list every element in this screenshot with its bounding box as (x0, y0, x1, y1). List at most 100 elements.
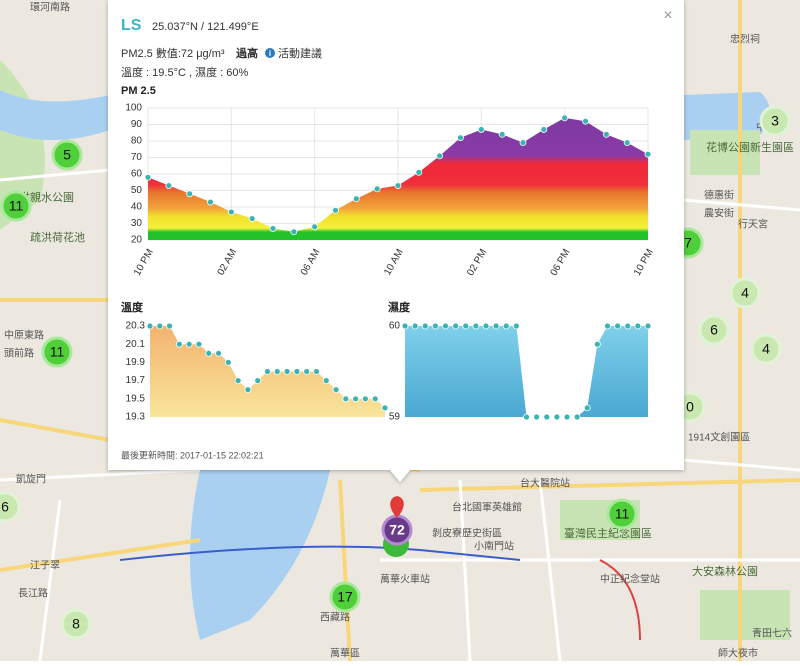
cluster-count: 17 (337, 589, 353, 605)
streets (0, 168, 800, 662)
cluster[interactable] (41, 336, 73, 368)
data-point (248, 215, 256, 222)
cluster[interactable] (729, 277, 761, 309)
map-label: 台大醫院站 (520, 477, 570, 490)
map-label: 頭前路 (4, 347, 34, 360)
data-point (234, 377, 242, 385)
data-point (371, 395, 379, 403)
y-tick-label: 80 (131, 136, 143, 147)
data-point (381, 404, 389, 412)
map-label: 忠烈祠 (730, 33, 760, 46)
data-point (512, 322, 520, 330)
map-label: 小南門站 (474, 540, 514, 553)
cluster[interactable] (51, 139, 83, 171)
data-point (332, 206, 339, 214)
cluster-count: 6 (710, 322, 718, 338)
map-label: 臺灣民主紀念園區 (564, 526, 652, 540)
cluster-count: 4 (741, 285, 749, 301)
cluster-count: 11 (50, 344, 65, 360)
data-point (431, 322, 439, 330)
data-point (215, 349, 222, 357)
y-tick-label: 19.5 (126, 393, 146, 404)
map-label: 台北國軍英雄館 (452, 501, 522, 514)
data-point (332, 386, 340, 394)
data-point (373, 185, 381, 193)
data-point (604, 322, 611, 330)
data-point (561, 114, 569, 122)
cluster[interactable] (0, 190, 32, 222)
data-point (227, 208, 235, 216)
data-point (244, 386, 252, 394)
map-label: 師大夜市 (718, 647, 758, 660)
data-point (543, 413, 551, 421)
cluster[interactable] (0, 491, 21, 523)
data-point (540, 126, 548, 133)
map-label: 江子翠 (30, 560, 60, 572)
area (405, 326, 648, 417)
map-label: 行天宮 (738, 218, 768, 231)
data-point (452, 322, 460, 330)
data-point (362, 395, 369, 403)
map-label: 1914文創園區 (688, 431, 750, 444)
cluster-count: 8 (72, 616, 80, 632)
data-point (185, 340, 193, 348)
y-tick-label: 19.9 (126, 357, 146, 368)
y-tick-label: 30 (131, 218, 143, 229)
y-tick-label: 19.7 (126, 375, 146, 386)
data-point (421, 322, 429, 330)
map-label: 長江路 (18, 587, 48, 600)
data-point (593, 340, 601, 348)
map-label: 環河南路 (30, 1, 70, 14)
data-point (146, 322, 154, 330)
data-point (394, 182, 402, 189)
data-point (482, 322, 490, 330)
river (190, 470, 330, 640)
y-tick-label: 100 (125, 103, 142, 114)
data-point (311, 223, 319, 231)
data-point (273, 368, 281, 375)
cluster-count: 5 (63, 147, 71, 163)
close-button[interactable]: × (663, 7, 672, 24)
data-point (165, 182, 173, 189)
data-point (624, 322, 632, 330)
advice-link[interactable]: 活動建議 (278, 46, 322, 60)
data-point (436, 152, 444, 160)
y-tick-label: 60 (389, 321, 401, 332)
map-label: 剝皮寮歷史街區 (432, 527, 502, 540)
y-tick-label: 59 (389, 412, 401, 423)
y-tick-label: 20.3 (126, 321, 146, 332)
data-point (224, 358, 232, 366)
info-icon[interactable] (265, 48, 275, 58)
data-point (634, 322, 642, 330)
data-point (254, 377, 262, 385)
data-point (533, 413, 541, 421)
location-pin (390, 496, 404, 518)
data-point (602, 130, 610, 138)
map-label: 萬華區 (330, 647, 360, 660)
y-tick-label: 70 (131, 152, 143, 163)
cluster[interactable] (329, 581, 361, 613)
park (690, 130, 760, 175)
cluster-count: 7 (684, 235, 692, 251)
cluster[interactable] (750, 333, 782, 365)
cluster-count: 11 (9, 198, 24, 214)
cluster[interactable] (698, 314, 730, 346)
data-point (502, 322, 510, 330)
cluster[interactable] (606, 498, 638, 530)
data-point (283, 368, 291, 375)
data-point (644, 322, 652, 330)
river (684, 92, 770, 140)
y-tick-label: 40 (131, 202, 143, 213)
cluster[interactable] (60, 608, 92, 640)
area (148, 117, 648, 240)
data-point (472, 322, 480, 330)
cluster-count: 4 (762, 341, 770, 357)
data-point (156, 322, 164, 330)
y-tick-label: 20 (131, 235, 143, 246)
cluster[interactable] (759, 105, 791, 137)
data-point (498, 130, 506, 138)
map-label: 疏洪荷花池 (30, 230, 85, 244)
data-point (352, 195, 360, 203)
